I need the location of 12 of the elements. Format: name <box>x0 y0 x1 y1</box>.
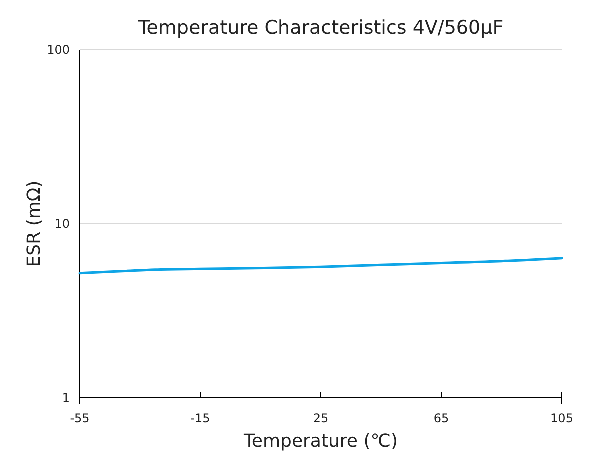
line-series <box>78 257 564 275</box>
x-tick-label: -55 <box>70 412 90 426</box>
y-tick-label: 1 <box>62 390 70 405</box>
x-tick-label: 65 <box>434 412 450 426</box>
x-axis-title: Temperature (℃) <box>242 431 398 451</box>
y-axis-title: ESR (mΩ) <box>24 180 45 268</box>
y-tick-label: 10 <box>54 216 70 231</box>
chart-title: Temperature Characteristics 4V/560μF <box>137 17 504 39</box>
x-tick-label: -15 <box>190 412 210 426</box>
y-tick-label: 100 <box>47 42 70 57</box>
x-tick-label: 105 <box>550 412 574 426</box>
x-tick-label: 25 <box>313 412 329 426</box>
